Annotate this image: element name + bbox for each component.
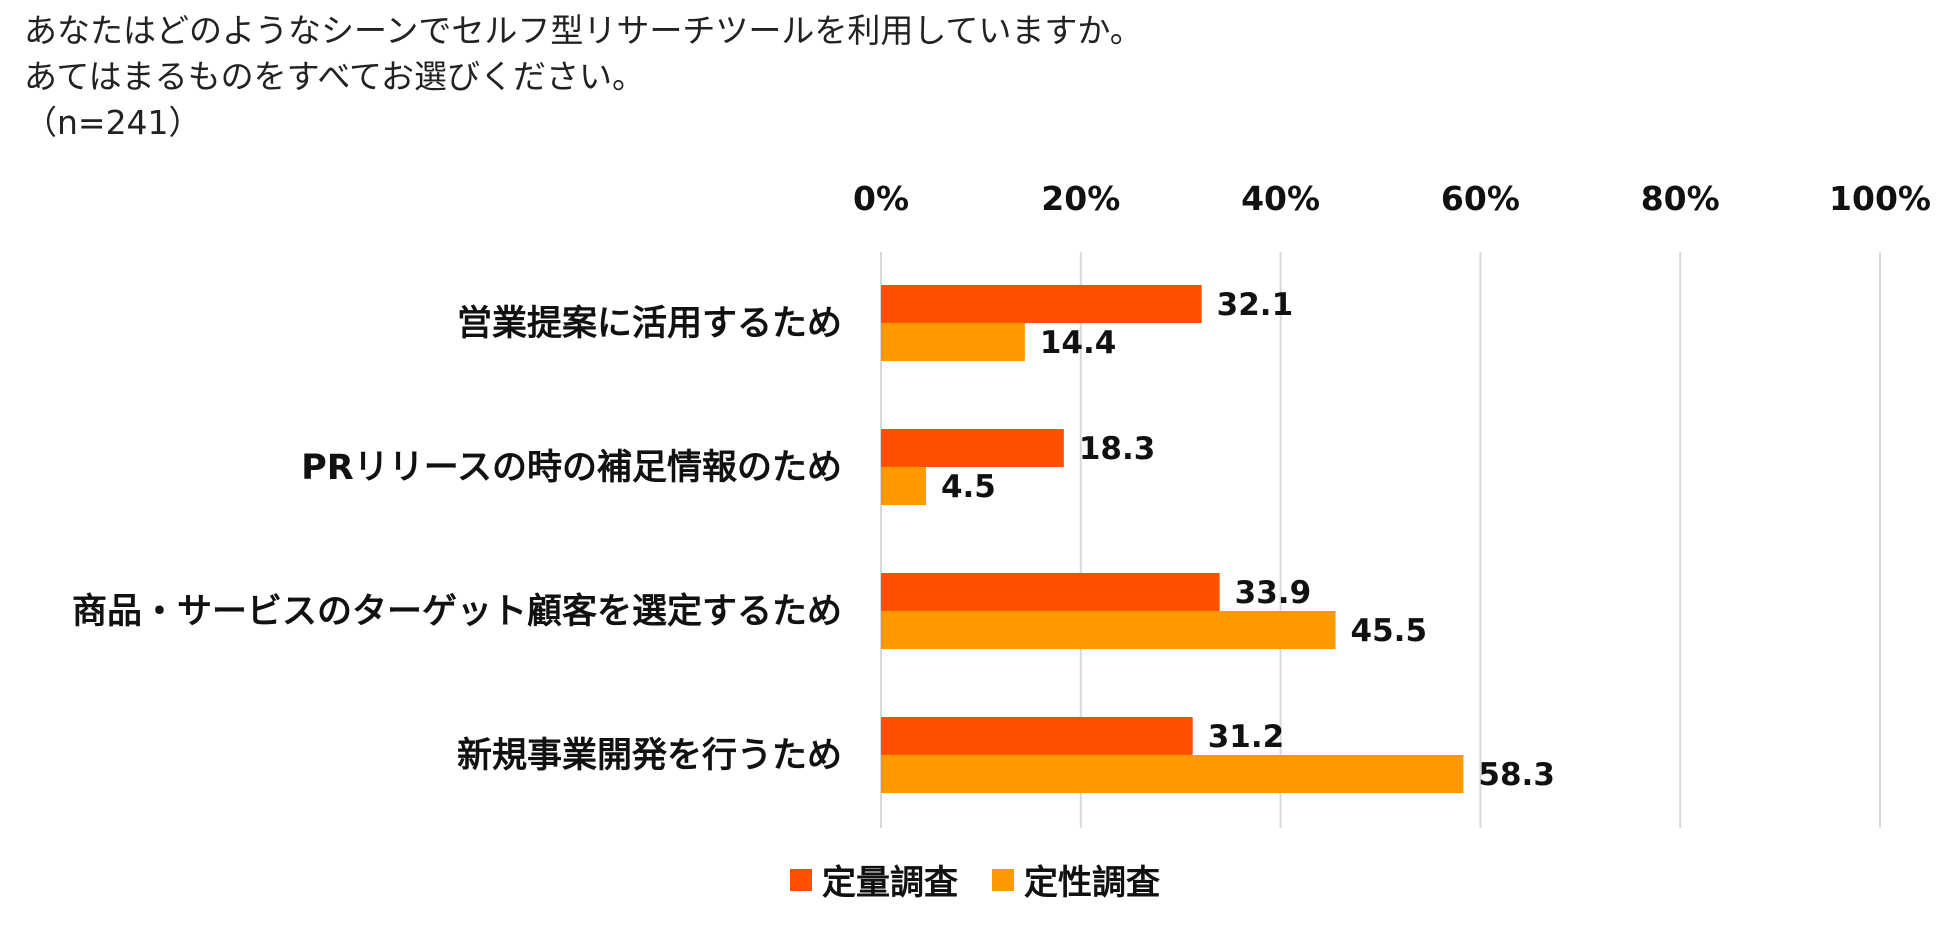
question-line-1: あなたはどのようなシーンでセルフ型リサーチツールを利用していますか。 — [24, 11, 1143, 50]
legend-item-series-1: 定性調査 — [992, 855, 1160, 904]
data-label-series-1-cat-1: 4.5 — [941, 469, 996, 505]
category-label-3: 新規事業開発を行うため — [457, 736, 842, 776]
bar-series-1-cat-2 — [881, 611, 1336, 649]
category-label-2: 商品・サービスのターゲット顧客を選定するため — [72, 591, 842, 632]
legend: 定量調査 定性調査 — [0, 855, 1950, 904]
category-label-1: PRリリースの時の補足情報のため — [301, 448, 842, 488]
x-tick-label-100: 100% — [1829, 179, 1931, 218]
data-label-series-0-cat-1: 18.3 — [1079, 431, 1156, 467]
legend-item-series-0: 定量調査 — [790, 855, 958, 904]
bar-series-1-cat-1 — [881, 467, 926, 505]
bar-series-0-cat-0 — [881, 285, 1202, 323]
bar-series-1-cat-0 — [881, 323, 1025, 361]
data-label-series-0-cat-3: 31.2 — [1208, 719, 1285, 755]
bar-series-0-cat-2 — [881, 573, 1220, 611]
sample-size: （n=241） — [24, 103, 202, 142]
bar-series-0-cat-3 — [881, 717, 1193, 755]
x-tick-label-80: 80% — [1641, 179, 1720, 218]
question-text: あなたはどのようなシーンでセルフ型リサーチツールを利用していますか。 あてはまる… — [24, 8, 1424, 146]
data-label-series-1-cat-2: 45.5 — [1351, 613, 1428, 649]
bar-series-0-cat-1 — [881, 429, 1064, 467]
legend-swatch-series-1 — [992, 868, 1014, 891]
x-tick-label-20: 20% — [1041, 179, 1120, 218]
data-label-series-0-cat-0: 32.1 — [1217, 287, 1294, 323]
x-tick-label-60: 60% — [1441, 179, 1520, 218]
bar-series-1-cat-3 — [881, 755, 1464, 793]
question-line-2: あてはまるものをすべてお選びください。 — [24, 57, 646, 96]
legend-label-series-0: 定量調査 — [822, 863, 958, 903]
x-tick-label-40: 40% — [1241, 179, 1320, 218]
data-label-series-0-cat-2: 33.9 — [1235, 575, 1312, 611]
category-label-0: 営業提案に活用するため — [457, 304, 842, 344]
bar-chart: 0% 20% 40% 60% 80% 100% 営業提案に活用するため PRリリースの時の補足… — [72, 179, 1931, 828]
data-label-series-1-cat-3: 58.3 — [1478, 757, 1555, 793]
legend-swatch-series-0 — [790, 868, 812, 891]
legend-label-series-1: 定性調査 — [1024, 863, 1160, 903]
data-label-series-1-cat-0: 14.4 — [1040, 325, 1117, 361]
x-tick-label-0: 0% — [853, 179, 909, 218]
